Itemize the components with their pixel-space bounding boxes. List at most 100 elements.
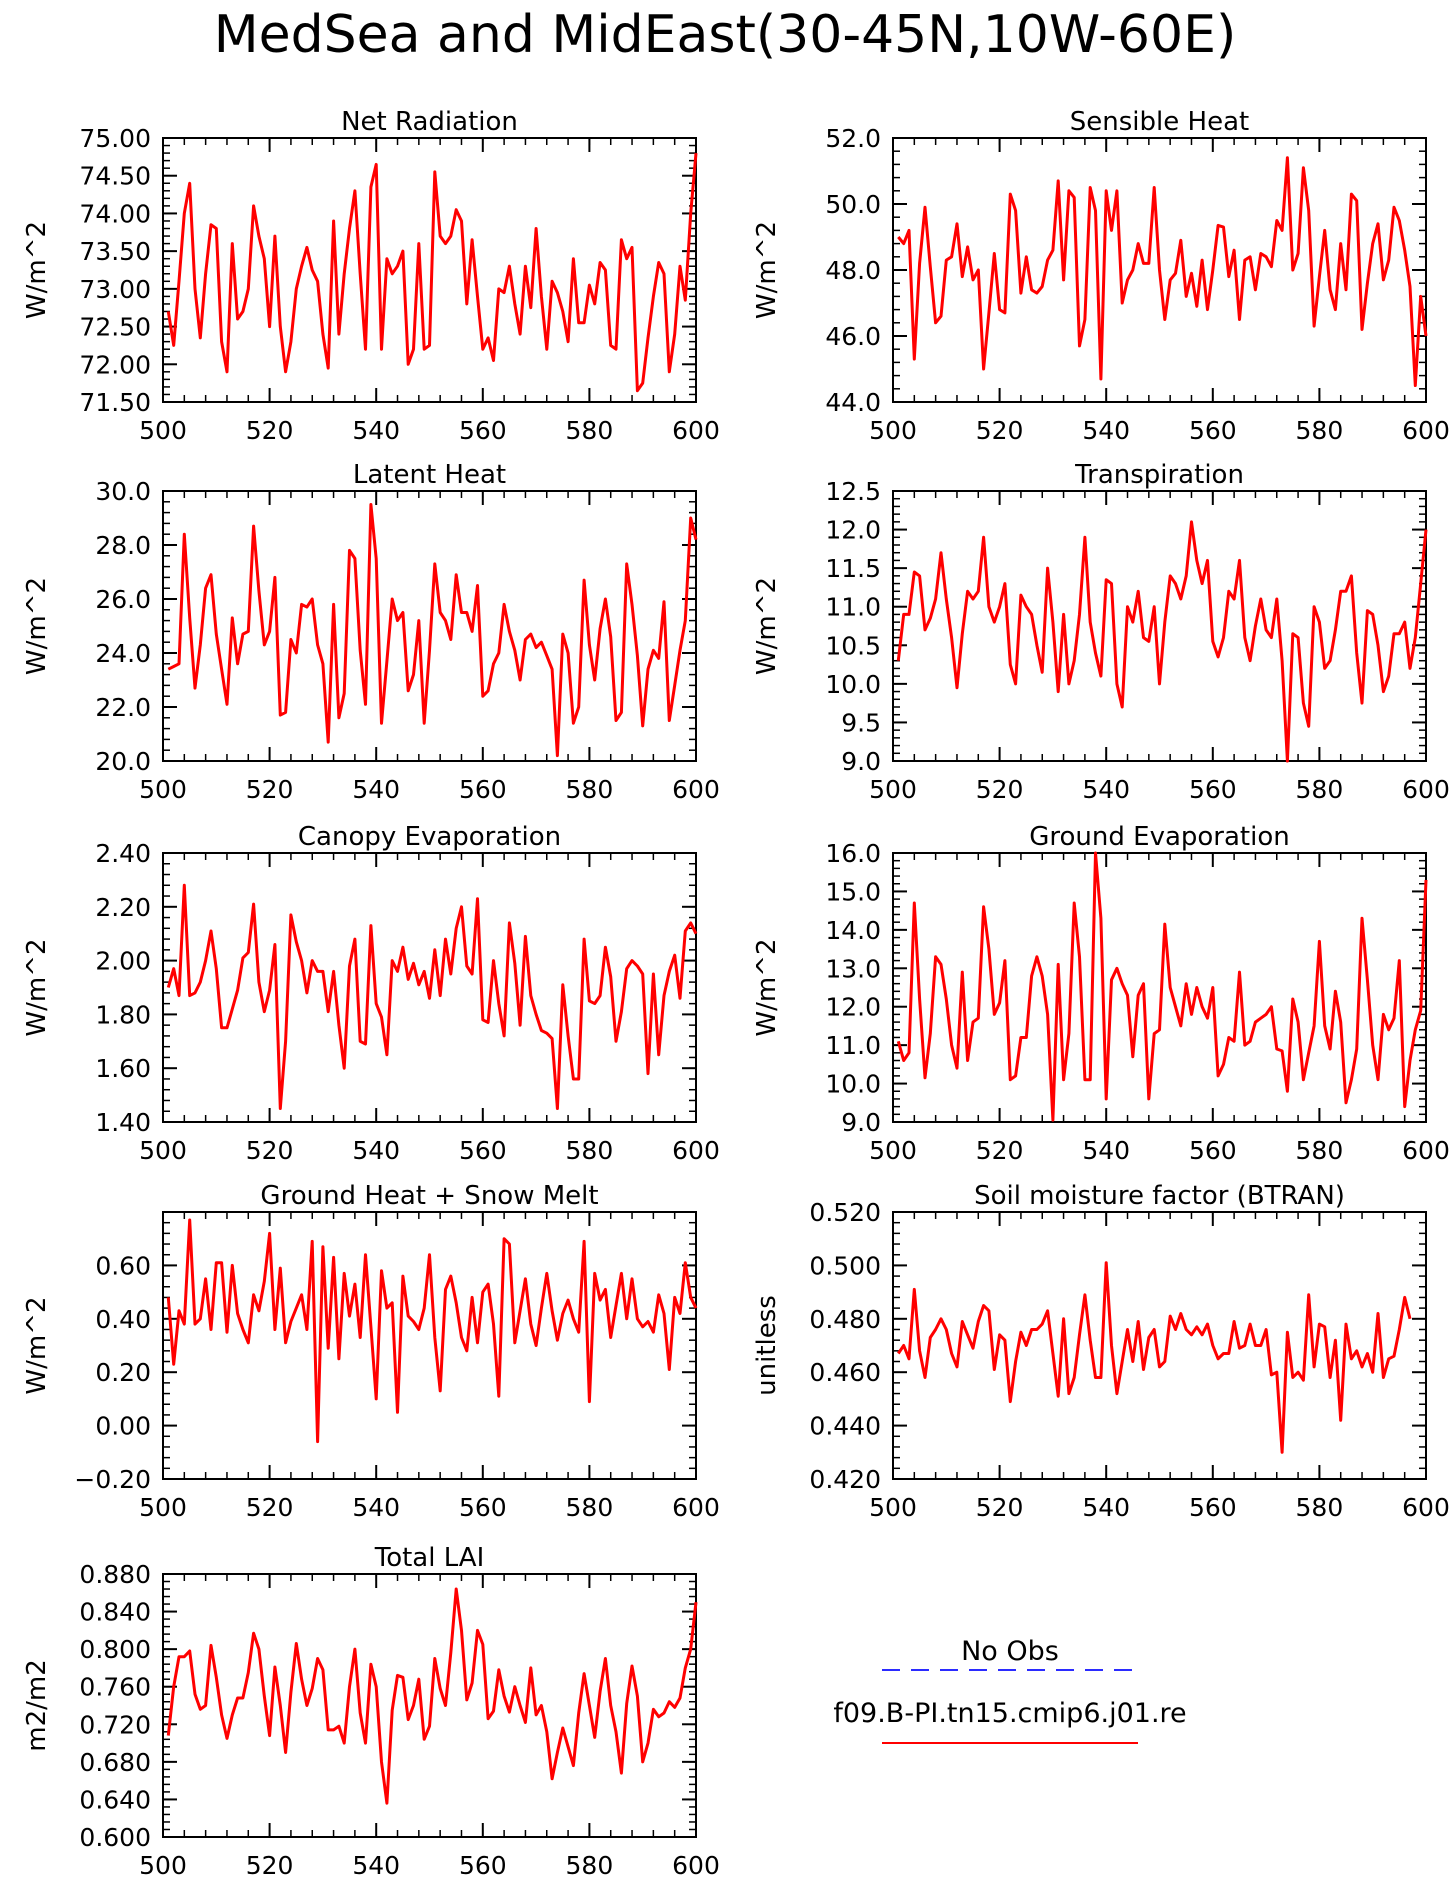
- panel-title: Total LAI: [374, 1543, 485, 1573]
- x-tick-label: 580: [566, 1493, 614, 1522]
- x-tick-label: 560: [459, 1136, 507, 1165]
- y-tick-label: 0.880: [79, 1560, 151, 1589]
- x-tick-label: 560: [1189, 1136, 1237, 1165]
- x-tick-label: 520: [246, 1493, 294, 1522]
- y-tick-label: 15.0: [825, 877, 881, 906]
- x-tick-label: 520: [246, 775, 294, 804]
- y-tick-label: 2.40: [95, 839, 151, 868]
- x-tick-label: 500: [139, 775, 187, 804]
- y-axis-label: W/m^2: [22, 221, 52, 319]
- panel-total-lai: 500 520 540 560 580 600 0.600 0.640 0.680 0.720 0.…: [22, 1543, 720, 1880]
- x-tick-label: 500: [139, 1493, 187, 1522]
- series-line: [166, 1218, 698, 1444]
- y-tick-label: 0.840: [79, 1598, 151, 1627]
- y-tick-label: 9.0: [841, 747, 881, 776]
- x-tick-label: 560: [1189, 416, 1237, 445]
- y-tick-label: 13.0: [825, 954, 881, 983]
- x-tick-label: 600: [1402, 416, 1450, 445]
- y-tick-label: −0.20: [74, 1465, 151, 1494]
- y-axis-label: m2/m2: [22, 1659, 52, 1752]
- y-tick-label: 20.0: [95, 747, 151, 776]
- y-tick-label: 26.0: [95, 585, 151, 614]
- x-tick-label: 560: [459, 1493, 507, 1522]
- x-tick-label: 520: [976, 1493, 1024, 1522]
- x-tick-label: 580: [566, 775, 614, 804]
- y-tick-label: 0.40: [95, 1305, 151, 1334]
- panel-title: Latent Heat: [353, 460, 506, 490]
- x-tick-label: 560: [1189, 775, 1237, 804]
- plot-frame: [162, 1211, 697, 1480]
- y-tick-label: 11.0: [825, 593, 881, 622]
- plot-frame: [892, 1211, 1427, 1480]
- plot-frame: [162, 1573, 697, 1838]
- x-tick-label: 500: [869, 775, 917, 804]
- y-tick-label: 0.440: [809, 1412, 881, 1441]
- x-tick-label: 580: [566, 1851, 614, 1880]
- panel-title: Ground Heat + Snow Melt: [260, 1181, 598, 1211]
- y-tick-label: 0.520: [809, 1198, 881, 1227]
- x-tick-label: 540: [352, 1136, 400, 1165]
- x-tick-label: 500: [869, 1493, 917, 1522]
- x-tick-label: 580: [1296, 1493, 1344, 1522]
- panel-title: Canopy Evaporation: [298, 822, 561, 852]
- y-tick-label: 9.5: [841, 708, 881, 737]
- series-line: [896, 520, 1428, 763]
- y-tick-label: 11.0: [825, 1031, 881, 1060]
- y-tick-label: 14.0: [825, 916, 881, 945]
- x-tick-label: 540: [1082, 1493, 1130, 1522]
- y-axis-label: W/m^2: [22, 1296, 52, 1394]
- plot-frame: [162, 490, 697, 762]
- series-line: [166, 883, 698, 1110]
- y-tick-label: 10.5: [825, 631, 881, 660]
- y-tick-label: 11.5: [825, 554, 881, 583]
- y-tick-label: 2.20: [95, 893, 151, 922]
- x-tick-label: 520: [246, 1136, 294, 1165]
- x-tick-label: 600: [672, 416, 720, 445]
- x-tick-label: 600: [1402, 1493, 1450, 1522]
- y-tick-label: 24.0: [95, 639, 151, 668]
- y-tick-label: 50.0: [825, 190, 881, 219]
- y-tick-label: 73.00: [79, 275, 151, 304]
- panel-title: Ground Evaporation: [1029, 822, 1289, 852]
- x-tick-label: 600: [1402, 1136, 1450, 1165]
- y-tick-label: 0.800: [79, 1635, 151, 1664]
- series-line: [166, 1587, 698, 1805]
- x-tick-label: 500: [139, 416, 187, 445]
- y-tick-label: 74.00: [79, 199, 151, 228]
- y-tick-label: 1.60: [95, 1054, 151, 1083]
- series-line: [896, 851, 1428, 1122]
- x-tick-label: 600: [672, 1851, 720, 1880]
- y-axis-label: W/m^2: [752, 221, 782, 319]
- y-tick-label: 52.0: [825, 124, 881, 153]
- y-axis-label: W/m^2: [22, 938, 52, 1036]
- x-tick-label: 580: [1296, 775, 1344, 804]
- panel-sensible-heat: 500 520 540 560 580 600 44.0 46.0 48.0 50.0 52.0 Se…: [752, 107, 1450, 445]
- y-tick-label: 0.640: [79, 1785, 151, 1814]
- y-tick-label: 1.40: [95, 1108, 151, 1137]
- y-tick-label: 2.00: [95, 947, 151, 976]
- plot-frame: [162, 137, 697, 403]
- y-tick-label: 0.460: [809, 1358, 881, 1387]
- y-axis-label: W/m^2: [22, 577, 52, 675]
- legend-label-model: f09.B-PI.tn15.cmip6.j01.re: [833, 1698, 1186, 1729]
- legend-label-no-obs: No Obs: [961, 1636, 1059, 1667]
- x-tick-label: 580: [1296, 1136, 1344, 1165]
- y-tick-label: 0.680: [79, 1748, 151, 1777]
- x-tick-label: 600: [672, 775, 720, 804]
- x-tick-label: 560: [459, 775, 507, 804]
- x-tick-label: 600: [672, 1136, 720, 1165]
- x-tick-label: 540: [352, 416, 400, 445]
- x-tick-label: 540: [352, 775, 400, 804]
- x-tick-label: 500: [139, 1136, 187, 1165]
- x-tick-label: 560: [459, 1851, 507, 1880]
- plot-frame: [892, 490, 1427, 762]
- figure-title: MedSea and MidEast(30-45N,10W-60E): [214, 5, 1237, 65]
- series-line: [167, 503, 698, 758]
- y-tick-label: 46.0: [825, 322, 881, 351]
- series-line: [897, 156, 1428, 387]
- panel-latent-heat: 500 520 540 560 580 600 20.0 22.0 24.0 26.0 28.0 30…: [22, 460, 720, 804]
- x-tick-label: 520: [976, 1136, 1024, 1165]
- series-line: [897, 1261, 1412, 1454]
- y-tick-label: 12.0: [825, 516, 881, 545]
